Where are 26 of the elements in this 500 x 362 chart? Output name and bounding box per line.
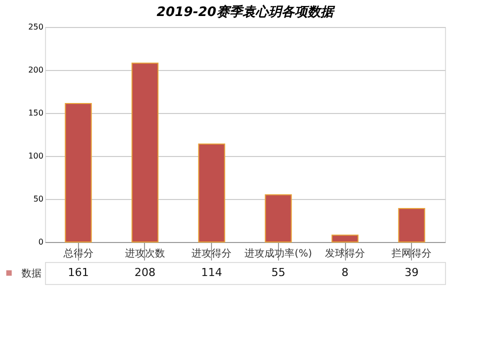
bar <box>64 103 92 242</box>
y-tick-label: 150 <box>28 108 44 118</box>
y-tick-label: 50 <box>33 194 44 204</box>
data-label: 39 <box>404 266 419 279</box>
data-label: 114 <box>201 266 222 279</box>
bar <box>332 234 358 242</box>
y-tick-label: 100 <box>28 152 44 160</box>
bar <box>198 143 226 242</box>
x-tick-label: 发球得分 <box>325 248 365 260</box>
x-tick-label: 进攻次数 <box>125 248 165 260</box>
x-tick-label: 拦网得分 <box>392 248 432 260</box>
y-tick-label: 0 <box>38 238 44 246</box>
chart-title: 2019-20赛季袁心玥各项数据 <box>156 4 336 20</box>
legend-label: 数据 <box>22 268 42 280</box>
x-tick-label: 总得分 <box>62 248 94 260</box>
data-label: 208 <box>134 266 156 279</box>
bar <box>264 194 292 242</box>
x-tick-label: 进攻得分 <box>192 248 232 260</box>
bar <box>398 208 426 242</box>
data-label: 55 <box>271 266 286 279</box>
data-label: 161 <box>68 266 89 279</box>
x-tick-label: 进攻成功率(%) <box>244 248 312 260</box>
y-tick-label: 250 <box>28 22 44 32</box>
data-label: 8 <box>342 266 348 279</box>
bar <box>132 62 158 242</box>
y-tick-label: 200 <box>28 66 44 74</box>
